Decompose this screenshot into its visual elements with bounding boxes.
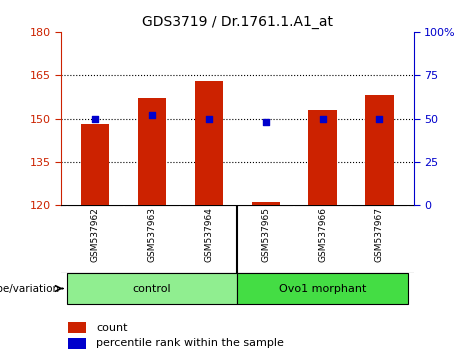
Bar <box>68 322 86 333</box>
Bar <box>308 110 337 205</box>
Text: GSM537966: GSM537966 <box>318 207 327 262</box>
Point <box>149 112 156 118</box>
Point <box>92 116 99 121</box>
Bar <box>365 96 394 205</box>
Text: control: control <box>133 284 172 293</box>
Bar <box>251 202 280 205</box>
Bar <box>237 273 408 304</box>
Text: genotype/variation: genotype/variation <box>0 284 60 293</box>
Text: GSM537967: GSM537967 <box>375 207 384 262</box>
Text: GSM537965: GSM537965 <box>261 207 270 262</box>
Text: Ovo1 morphant: Ovo1 morphant <box>279 284 366 293</box>
Text: GSM537963: GSM537963 <box>148 207 157 262</box>
Bar <box>81 124 110 205</box>
Text: GSM537962: GSM537962 <box>91 207 100 262</box>
Bar <box>67 273 237 304</box>
Title: GDS3719 / Dr.1761.1.A1_at: GDS3719 / Dr.1761.1.A1_at <box>142 16 333 29</box>
Bar <box>138 98 166 205</box>
Text: count: count <box>96 322 128 332</box>
Point <box>319 116 326 121</box>
Point <box>205 116 213 121</box>
Text: percentile rank within the sample: percentile rank within the sample <box>96 338 284 348</box>
Text: GSM537964: GSM537964 <box>204 207 213 262</box>
Point <box>262 119 269 125</box>
Point <box>376 116 383 121</box>
Bar <box>195 81 223 205</box>
Bar <box>68 338 86 349</box>
